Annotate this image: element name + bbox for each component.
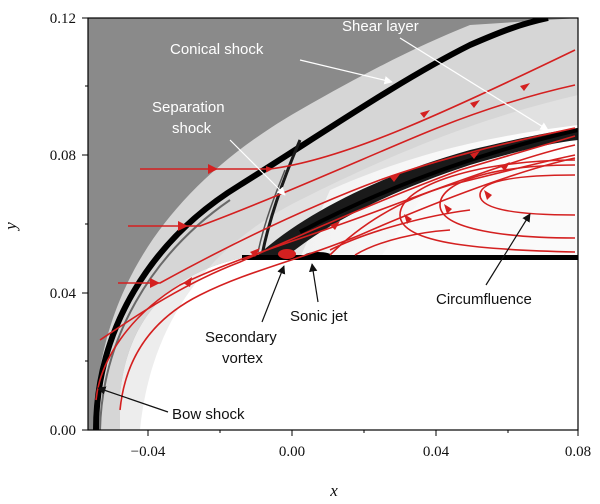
y-axis-label: y: [1, 222, 20, 232]
streamline: [329, 209, 471, 251]
x-axis: [88, 429, 579, 436]
x-tick-label: 0.08: [565, 444, 591, 460]
y-tick-label: 0.08: [50, 148, 76, 164]
y-axis: [82, 17, 89, 431]
label-circumfluence: Circumfluence: [436, 291, 532, 308]
annotations: Conical shock Shear layer Separation sho…: [97, 18, 549, 423]
y-tick-label: 0.12: [50, 11, 76, 27]
streamline: [140, 49, 576, 173]
x-tick-label: 0.00: [279, 444, 305, 460]
streamline: [118, 127, 576, 284]
streamline: [354, 229, 451, 256]
streamline-arrows: [150, 83, 530, 288]
x-tick-label: 0.04: [423, 444, 450, 460]
y-tick-label: 0.00: [50, 423, 76, 439]
label-secondary-vortex-2: vortex: [222, 350, 263, 367]
streamline: [439, 164, 576, 239]
x-tick-label: −0.04: [131, 444, 166, 460]
label-secondary-vortex-1: Secondary: [205, 329, 277, 346]
label-bow-shock: Bow shock: [172, 406, 245, 423]
label-separation-shock-1: Separation: [152, 99, 225, 116]
streamline: [119, 157, 576, 411]
streamline: [95, 144, 576, 401]
label-separation-shock-2: shock: [172, 120, 212, 137]
streamlines: [95, 49, 576, 411]
label-conical-shock: Conical shock: [170, 41, 264, 58]
streamline: [399, 159, 576, 253]
streamline: [99, 135, 576, 341]
label-sonic-jet: Sonic jet: [290, 308, 348, 325]
label-shear-layer: Shear layer: [342, 18, 419, 35]
streamline: [128, 84, 576, 227]
y-tick-label: 0.04: [50, 286, 77, 302]
x-axis-label: x: [329, 481, 338, 500]
